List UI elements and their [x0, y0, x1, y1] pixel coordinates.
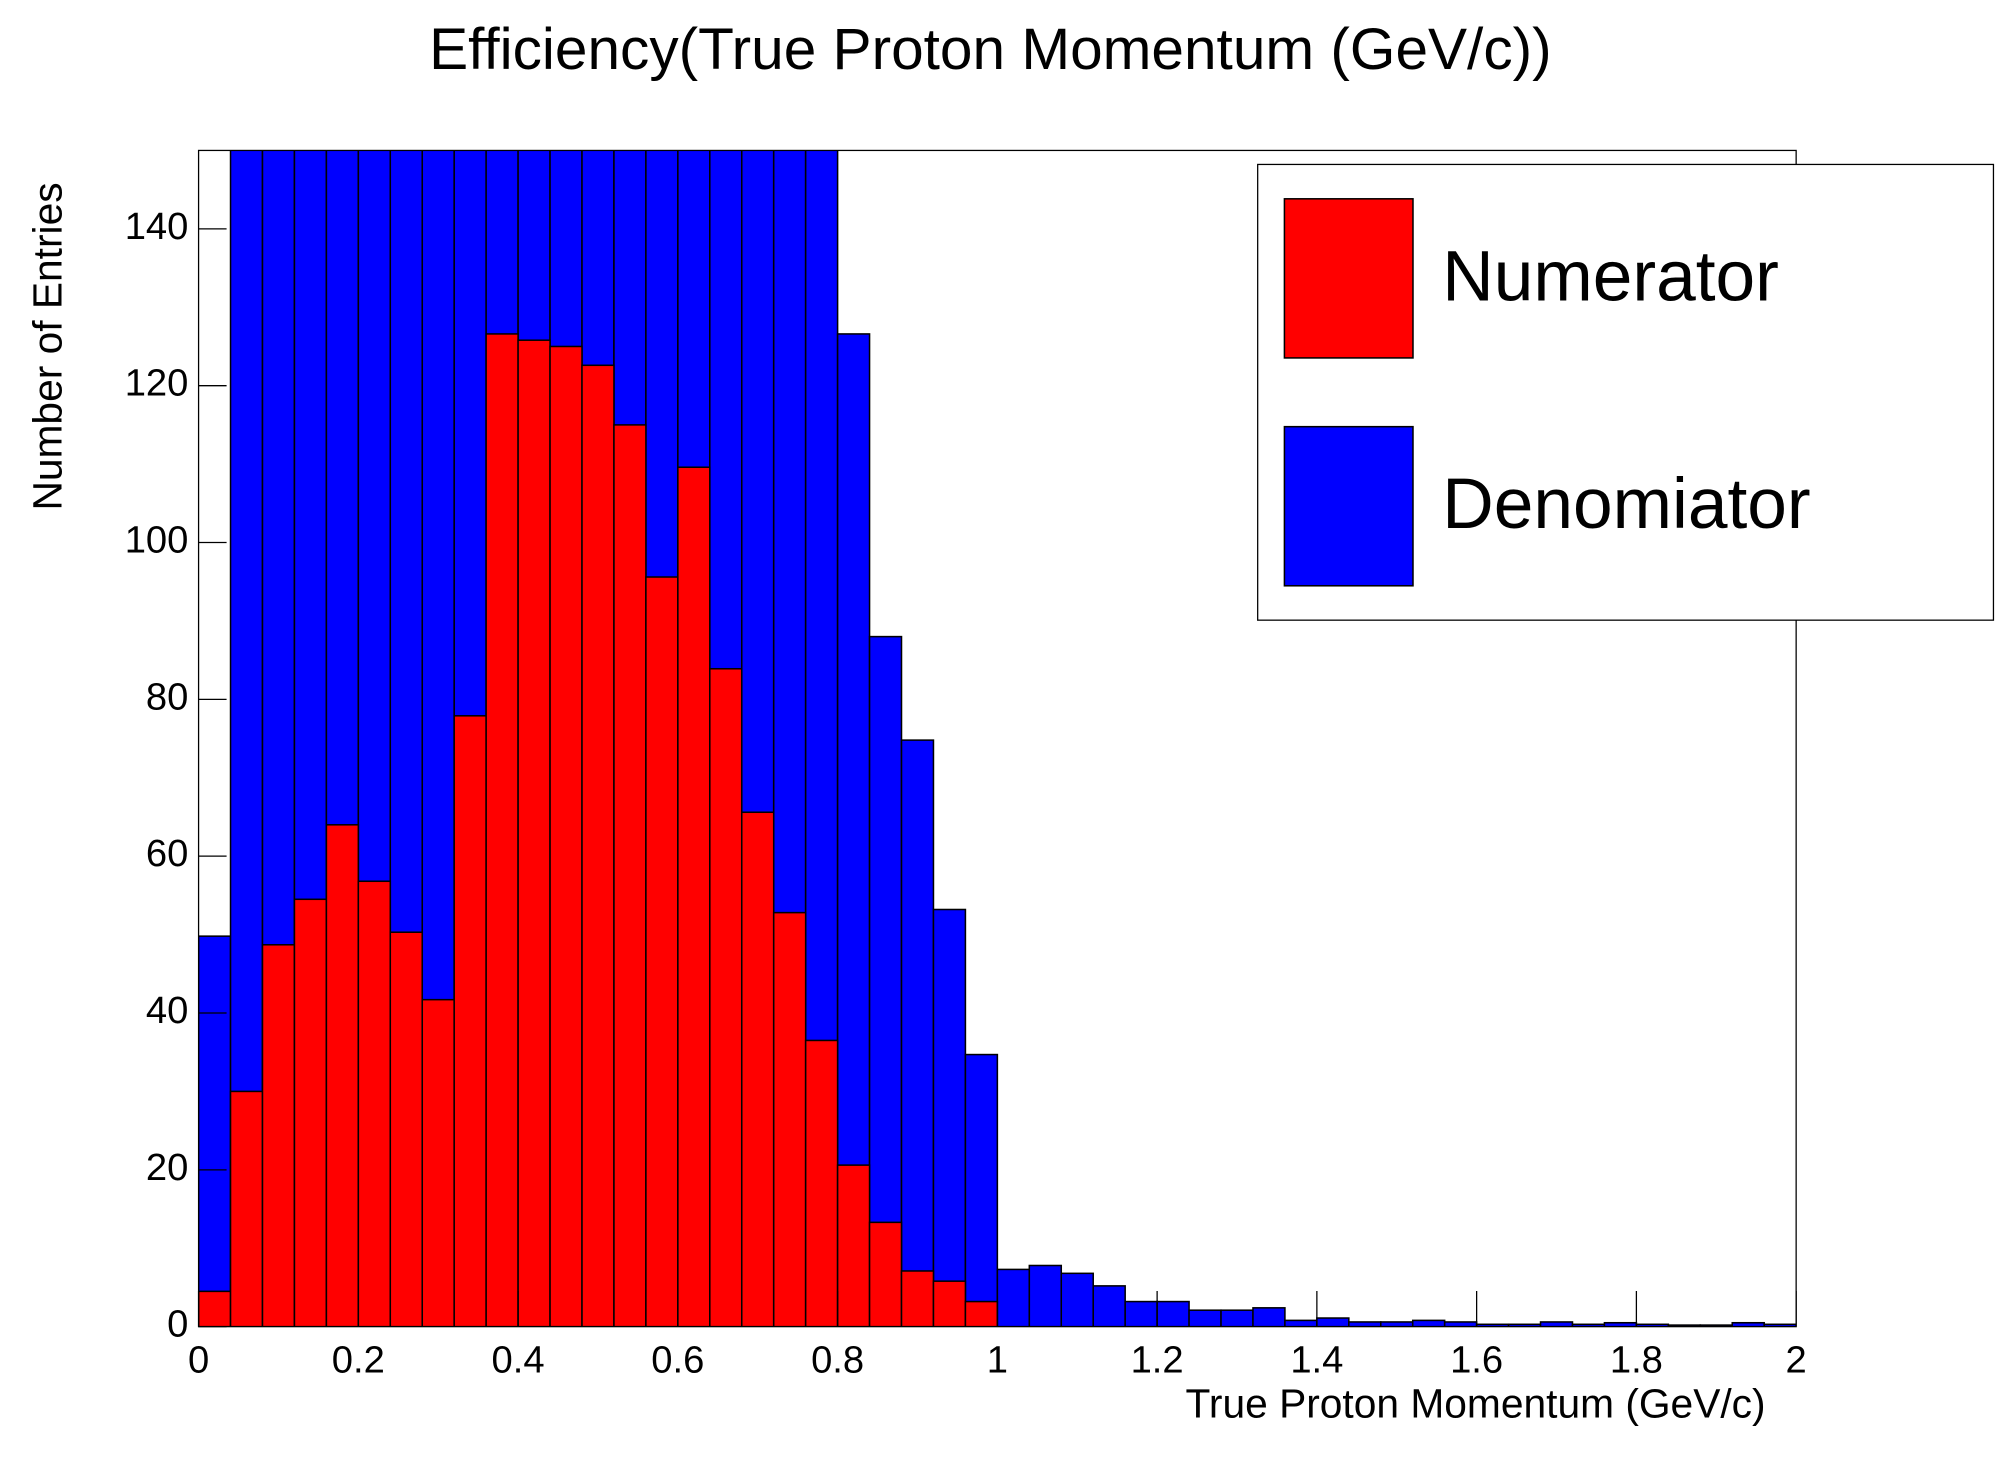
histogram-bar — [421, 998, 455, 1327]
histogram-bar — [1443, 1321, 1478, 1327]
y-tick-label: 20 — [146, 1146, 188, 1189]
histogram-bar — [836, 333, 871, 1327]
y-tick-label: 80 — [146, 675, 188, 718]
axes: 0 20 40 60 80 100 120 140 0 0.2 0.4 0.6 0.8 1 1.2 1.4 1.… — [125, 205, 1807, 1381]
histogram-bar — [581, 364, 615, 1327]
x-tick-label: 0.4 — [492, 1338, 545, 1381]
histogram-bar — [964, 1053, 999, 1327]
histogram-bar — [772, 911, 807, 1327]
histogram-bar — [996, 1268, 1031, 1327]
histogram-bar — [645, 576, 679, 1327]
x-tick-label: 0 — [188, 1338, 209, 1381]
histogram-bar — [613, 424, 647, 1327]
x-tick-label: 1 — [987, 1338, 1008, 1381]
legend-label: Numerator — [1442, 236, 1779, 316]
histogram-bar — [1539, 1321, 1574, 1327]
chart-title: Efficiency(True Proton Momentum (GeV/c)) — [429, 17, 1551, 82]
histogram-bar — [1156, 1300, 1190, 1327]
histogram-bar — [1124, 1300, 1158, 1327]
histogram-bar — [900, 739, 935, 1327]
histogram-bar — [836, 1164, 871, 1327]
histogram-bar — [868, 635, 903, 1327]
histogram-bar — [932, 1280, 967, 1327]
y-tick-label: 40 — [146, 989, 188, 1032]
x-tick-label: 0.6 — [651, 1338, 704, 1381]
histogram-bar — [229, 1090, 264, 1327]
histogram-bar — [868, 1221, 903, 1327]
histogram-bar — [485, 333, 519, 1327]
histogram-bar — [1188, 1309, 1222, 1327]
histogram-bar — [1380, 1321, 1414, 1327]
histogram-bar — [1252, 1307, 1286, 1327]
histogram-bar — [325, 824, 360, 1327]
histogram-bar — [1028, 1264, 1063, 1327]
histogram-bar — [198, 1290, 232, 1327]
histogram-bar — [964, 1300, 999, 1327]
histogram-bar — [453, 715, 487, 1327]
y-tick-label: 0 — [167, 1303, 188, 1346]
legend: Numerator Denomiator — [1257, 163, 1995, 621]
y-tick-label: 60 — [146, 832, 188, 875]
histogram-bar — [549, 345, 583, 1327]
histogram-bar — [740, 811, 775, 1327]
y-tick-label: 140 — [125, 205, 189, 248]
x-tick-label: 1.6 — [1450, 1338, 1503, 1381]
histogram-bar — [677, 466, 711, 1327]
histogram-bar — [389, 931, 424, 1327]
y-tick-label: 100 — [125, 519, 189, 562]
x-tick-label: 1.2 — [1131, 1338, 1184, 1381]
histogram-bar — [1092, 1285, 1126, 1327]
histogram-bar — [198, 935, 232, 1327]
legend-swatch — [1283, 425, 1414, 587]
y-tick-label: 120 — [125, 362, 189, 405]
histogram-bar — [261, 944, 296, 1327]
histogram-bar — [1060, 1272, 1094, 1327]
histogram-bar — [357, 880, 392, 1327]
x-tick-label: 1.4 — [1290, 1338, 1343, 1381]
legend-label: Denomiator — [1442, 464, 1810, 544]
y-axis-label: Number of Entries — [25, 182, 71, 510]
histogram-bar — [1220, 1309, 1254, 1327]
legend-swatch — [1283, 198, 1414, 359]
histogram-bar — [804, 1039, 839, 1327]
histogram-bar — [517, 339, 551, 1327]
histogram-bar — [1284, 1319, 1318, 1327]
histogram-bar — [932, 908, 967, 1327]
x-tick-label: 0.2 — [332, 1338, 385, 1381]
histogram-bar — [1316, 1317, 1350, 1327]
histogram-bar — [900, 1270, 935, 1327]
plot-area — [198, 150, 1797, 1327]
histogram-bar — [293, 898, 328, 1327]
histogram-bar — [1348, 1321, 1382, 1327]
histogram-bar — [1411, 1319, 1446, 1327]
x-tick-label: 2 — [1786, 1338, 1807, 1381]
x-tick-label: 0.8 — [811, 1338, 864, 1381]
histogram-bar — [709, 667, 743, 1327]
x-axis-label: True Proton Momentum (GeV/c) — [1186, 1381, 1766, 1427]
x-tick-label: 1.8 — [1610, 1338, 1663, 1381]
